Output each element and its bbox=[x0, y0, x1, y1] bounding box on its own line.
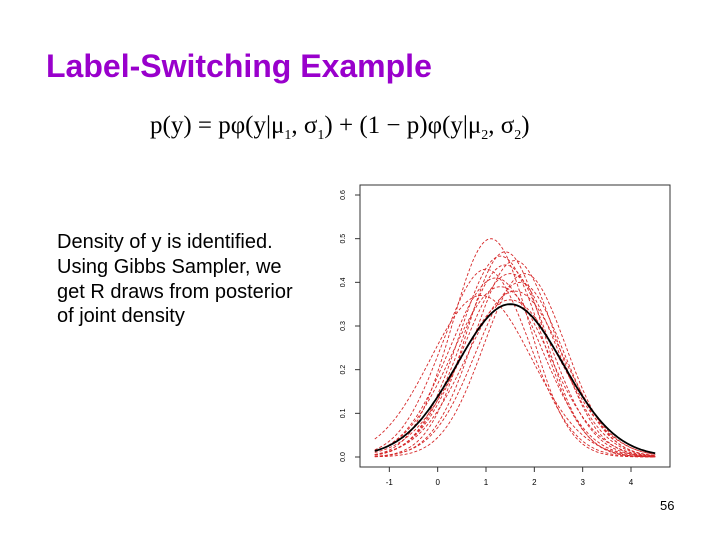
posterior-draw-line bbox=[374, 238, 656, 458]
plot-frame bbox=[359, 184, 671, 468]
mixture-density bbox=[374, 303, 656, 455]
formula-sigma1-sub: 1 bbox=[317, 128, 325, 143]
formula-mu1-sub: 1 bbox=[284, 128, 292, 143]
formula-lhs: p(y) = bbox=[150, 112, 219, 139]
posterior-draws bbox=[374, 238, 656, 458]
posterior-draw-line bbox=[374, 286, 656, 457]
posterior-draw-line bbox=[374, 273, 656, 458]
y-tick-label: 0.2 bbox=[340, 365, 347, 375]
formula-term1-suffix: ) + (1 − p)φ(y|μ bbox=[324, 112, 482, 139]
posterior-draw-line bbox=[374, 277, 656, 458]
x-tick-label: 3 bbox=[580, 478, 585, 487]
x-axis: -1 0 1 2 3 4 bbox=[386, 467, 634, 487]
posterior-draw-line bbox=[374, 264, 656, 457]
y-tick-label: 0.5 bbox=[340, 234, 347, 244]
formula-term1-prefix: pφ(y|μ bbox=[218, 112, 285, 139]
formula-term2-mid: , σ bbox=[488, 112, 515, 139]
x-tick-label: -1 bbox=[386, 478, 394, 487]
mixture-density-line bbox=[374, 303, 656, 455]
posterior-draw-line bbox=[374, 295, 656, 457]
posterior-draw-line bbox=[374, 255, 656, 458]
formula-mu2-sub: 2 bbox=[481, 128, 489, 143]
x-tick-label: 0 bbox=[435, 478, 440, 487]
posterior-draw-line bbox=[374, 290, 656, 455]
y-tick-label: 0.1 bbox=[340, 408, 347, 418]
posterior-draw-line bbox=[374, 260, 656, 457]
posterior-draw-line bbox=[374, 299, 656, 455]
density-chart: 0.0 0.1 0.2 0.3 0.4 0.5 0.6 -1 0 1 2 3 4 bbox=[340, 184, 671, 487]
y-tick-label: 0.3 bbox=[340, 321, 347, 331]
y-axis: 0.0 0.1 0.2 0.3 0.4 0.5 0.6 bbox=[340, 190, 360, 462]
formula-term2-suffix: ) bbox=[521, 112, 530, 139]
posterior-draw-line bbox=[374, 251, 656, 458]
mixture-formula: p(y) = pφ(y|μ1, σ1) + (1 − p)φ(y|μ2, σ2) bbox=[150, 112, 530, 144]
y-tick-label: 0.6 bbox=[340, 190, 347, 200]
formula-sigma2-sub: 2 bbox=[514, 128, 522, 143]
formula-term1-mid: , σ bbox=[291, 112, 318, 139]
slide-title: Label-Switching Example bbox=[46, 48, 432, 84]
page-number: 56 bbox=[660, 498, 675, 513]
y-tick-label: 0.4 bbox=[340, 277, 347, 287]
y-tick-label: 0.0 bbox=[340, 452, 347, 462]
posterior-draw-line bbox=[374, 273, 656, 457]
posterior-draw-line bbox=[374, 281, 656, 457]
x-tick-label: 1 bbox=[484, 478, 489, 487]
description-text: Density of y is identified. Using Gibbs … bbox=[57, 231, 293, 328]
x-tick-label: 2 bbox=[532, 478, 537, 487]
posterior-draw-line bbox=[374, 268, 656, 458]
x-tick-label: 4 bbox=[629, 478, 634, 487]
